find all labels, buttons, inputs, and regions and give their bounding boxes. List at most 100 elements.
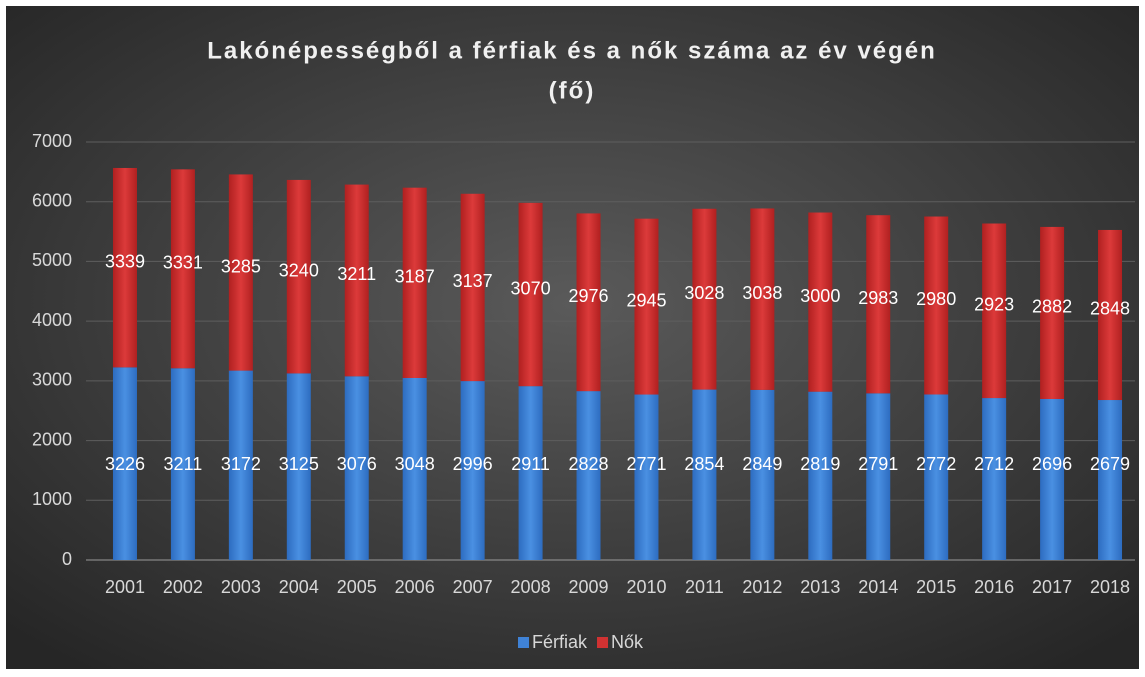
bar xyxy=(808,391,833,560)
y-tick-label: 7000 xyxy=(32,131,72,151)
data-label: 3125 xyxy=(279,454,319,474)
x-tick-label: 2002 xyxy=(163,577,203,597)
data-label: 3331 xyxy=(163,253,203,273)
bar xyxy=(402,377,427,560)
chart-title: Lakónépességből a férfiak és a nők száma… xyxy=(207,37,937,64)
bar xyxy=(924,216,949,395)
x-tick-label: 2017 xyxy=(1032,577,1072,597)
bar xyxy=(576,213,601,392)
bar xyxy=(924,394,949,560)
bar xyxy=(286,179,311,374)
data-label: 3172 xyxy=(221,454,261,474)
data-label: 3240 xyxy=(279,260,319,280)
bar xyxy=(692,208,717,390)
x-tick-label: 2005 xyxy=(337,577,377,597)
x-tick-label: 2012 xyxy=(742,577,782,597)
bar xyxy=(112,167,137,368)
bar xyxy=(634,394,659,560)
data-label: 2679 xyxy=(1090,454,1130,474)
data-label: 3028 xyxy=(684,283,724,303)
x-tick-label: 2001 xyxy=(105,577,145,597)
y-tick-label: 0 xyxy=(62,549,72,569)
bar xyxy=(460,381,485,560)
data-label: 2911 xyxy=(511,454,550,474)
y-tick-label: 3000 xyxy=(32,370,72,390)
data-label: 2923 xyxy=(974,295,1014,315)
x-tick-label: 2016 xyxy=(974,577,1014,597)
bar xyxy=(750,389,775,560)
x-tick-label: 2018 xyxy=(1090,577,1130,597)
x-tick-label: 2013 xyxy=(800,577,840,597)
bar xyxy=(982,223,1007,399)
data-label: 2849 xyxy=(742,454,782,474)
bar xyxy=(750,208,775,390)
y-tick-label: 1000 xyxy=(32,489,72,509)
x-tick-label: 2004 xyxy=(279,577,319,597)
y-tick-label: 4000 xyxy=(32,310,72,330)
bar xyxy=(286,373,311,560)
data-label: 3339 xyxy=(105,251,145,271)
bar xyxy=(808,212,833,392)
data-label: 2848 xyxy=(1090,299,1130,319)
data-label: 2996 xyxy=(453,454,493,474)
data-label: 3187 xyxy=(395,267,435,287)
x-tick-label: 2003 xyxy=(221,577,261,597)
data-label: 3226 xyxy=(105,454,145,474)
data-label: 3137 xyxy=(453,271,493,291)
data-label: 2771 xyxy=(626,454,666,474)
bar xyxy=(866,215,891,394)
x-tick-label: 2008 xyxy=(511,577,551,597)
data-label: 3038 xyxy=(742,283,782,303)
y-tick-label: 5000 xyxy=(32,250,72,270)
y-tick-label: 2000 xyxy=(32,429,72,449)
bar xyxy=(634,218,659,395)
data-label: 2819 xyxy=(800,454,840,474)
legend-label: Nők xyxy=(611,632,644,652)
data-label: 3285 xyxy=(221,256,261,276)
data-label: 3048 xyxy=(395,454,435,474)
legend-label: Férfiak xyxy=(532,632,588,652)
x-tick-label: 2014 xyxy=(858,577,898,597)
bar xyxy=(344,376,369,560)
bar xyxy=(170,169,195,369)
bar xyxy=(518,202,543,387)
bar xyxy=(460,193,485,382)
bar xyxy=(576,391,601,560)
data-label: 2976 xyxy=(569,286,609,306)
bar xyxy=(692,389,717,560)
data-label: 3211 xyxy=(164,454,203,474)
data-label: 2791 xyxy=(858,454,898,474)
bar xyxy=(112,367,137,560)
bar xyxy=(1098,229,1123,401)
bar xyxy=(1098,400,1123,560)
data-label: 3000 xyxy=(800,286,840,306)
bar xyxy=(1040,226,1065,400)
data-label: 3211 xyxy=(337,264,376,284)
data-label: 2980 xyxy=(916,289,956,309)
data-label: 2828 xyxy=(569,454,609,474)
data-label: 3076 xyxy=(337,454,377,474)
x-tick-label: 2009 xyxy=(569,577,609,597)
x-tick-label: 2006 xyxy=(395,577,435,597)
data-label: 2696 xyxy=(1032,454,1072,474)
y-tick-label: 6000 xyxy=(32,190,72,210)
bar xyxy=(170,368,195,560)
chart-title: (fő) xyxy=(549,77,596,104)
bar xyxy=(402,187,427,378)
data-label: 2772 xyxy=(916,454,956,474)
x-tick-label: 2011 xyxy=(685,577,724,597)
data-label: 2983 xyxy=(858,288,898,308)
data-label: 2882 xyxy=(1032,297,1072,317)
legend-swatch xyxy=(597,637,609,648)
bar xyxy=(228,174,253,371)
data-label: 2854 xyxy=(684,454,724,474)
bar xyxy=(866,393,891,560)
bar xyxy=(518,386,543,560)
bar xyxy=(344,184,369,377)
bar xyxy=(1040,399,1065,560)
data-label: 2712 xyxy=(974,454,1014,474)
legend-swatch xyxy=(518,637,529,648)
x-tick-label: 2007 xyxy=(453,577,493,597)
data-label: 2945 xyxy=(626,290,666,310)
